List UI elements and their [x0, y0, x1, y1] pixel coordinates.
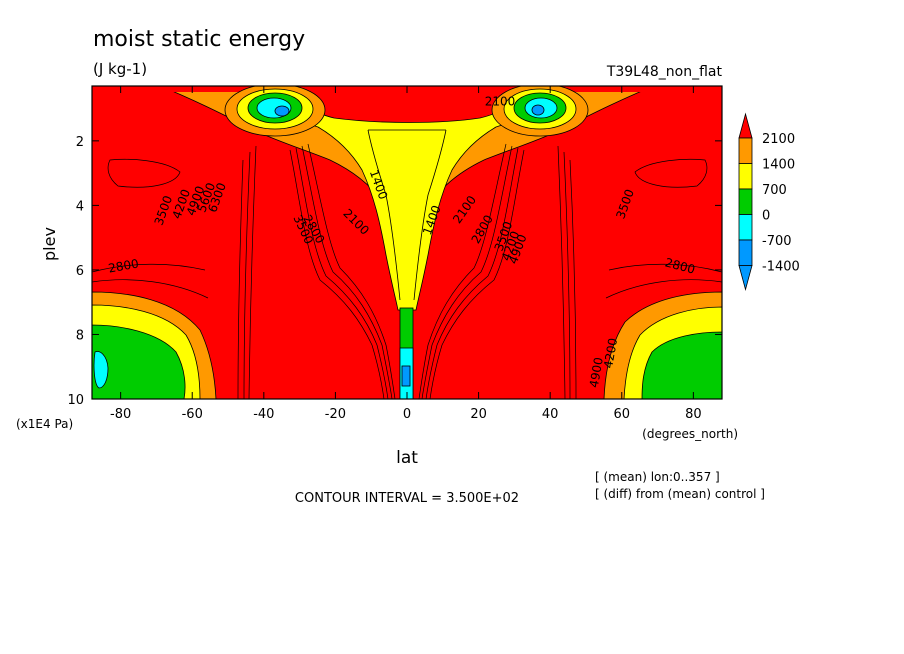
- colorbar-label: -700: [762, 234, 792, 249]
- chart-title: moist static energy: [93, 27, 305, 52]
- contour-interval: CONTOUR INTERVAL = 3.500E+02: [295, 491, 519, 506]
- y-axis-label: plev: [40, 227, 59, 261]
- upper-red-band: [299, 89, 513, 123]
- contour-label: 2100: [485, 94, 516, 108]
- polar-left-green: [92, 324, 186, 399]
- x-tick-label: 60: [613, 407, 630, 422]
- note-diff: [ (diff) from (mean) control ]: [595, 487, 765, 501]
- x-tick-label: 80: [685, 407, 702, 422]
- blob-left-blue: [274, 105, 290, 117]
- x-tick-label: 0: [403, 407, 411, 422]
- y-tick-label: 4: [76, 199, 84, 214]
- colorbar-label: 0: [762, 209, 770, 224]
- x-tick-label: -40: [253, 407, 274, 422]
- run-label: T39L48_non_flat: [606, 64, 723, 80]
- yellow-region: [234, 86, 580, 311]
- polar-left-cyan: [93, 351, 109, 389]
- x-tick-label: -60: [182, 407, 203, 422]
- colorbar: 2100 1400 700 0 -700 -1400: [738, 112, 800, 292]
- colorbar-box: [738, 214, 753, 241]
- inner-contour: [367, 129, 447, 301]
- y-tick-label: 2: [76, 135, 84, 150]
- x-axis: -80 -60 -40 -20 0 20 40 60 80: [110, 86, 702, 422]
- contour-label: 4900: [587, 356, 606, 389]
- x-tick-label: -20: [325, 407, 346, 422]
- colorbar-label: 700: [762, 183, 787, 198]
- colorbar-box: [738, 188, 753, 215]
- colorbar-label: 1400: [762, 158, 795, 173]
- chart-units: (J kg-1): [93, 60, 147, 78]
- colorbar-bottom-arrow: [738, 265, 753, 292]
- colorbar-box: [738, 137, 753, 164]
- contour-field: [92, 86, 722, 399]
- contour-label: 4200: [601, 337, 620, 370]
- equator-blue: [401, 365, 411, 387]
- y-tick-label: 8: [76, 328, 84, 343]
- y-axis: 2 4 6 8 10: [67, 135, 722, 408]
- colorbar-box: [738, 239, 753, 266]
- colorbar-top-arrow: [738, 112, 753, 139]
- x-tick-label: 40: [542, 407, 559, 422]
- x-axis-label: lat: [396, 448, 418, 468]
- colorbar-box: [738, 163, 753, 190]
- blob-right-blue: [531, 104, 545, 116]
- colorbar-label: -1400: [762, 260, 800, 275]
- x-tick-label: 20: [470, 407, 487, 422]
- y-tick-label: 6: [76, 264, 84, 279]
- x-tick-label: -80: [110, 407, 131, 422]
- y-axis-units: (x1E4 Pa): [16, 417, 73, 431]
- polar-right-green: [641, 331, 722, 399]
- contour-lines: [92, 143, 722, 399]
- y-tick-label: 10: [67, 393, 84, 408]
- colorbar-label: 2100: [762, 132, 795, 147]
- contour-label: 2800: [107, 256, 140, 275]
- x-axis-units: (degrees_north): [642, 427, 738, 441]
- note-mean: [ (mean) lon:0..357 ]: [595, 470, 720, 484]
